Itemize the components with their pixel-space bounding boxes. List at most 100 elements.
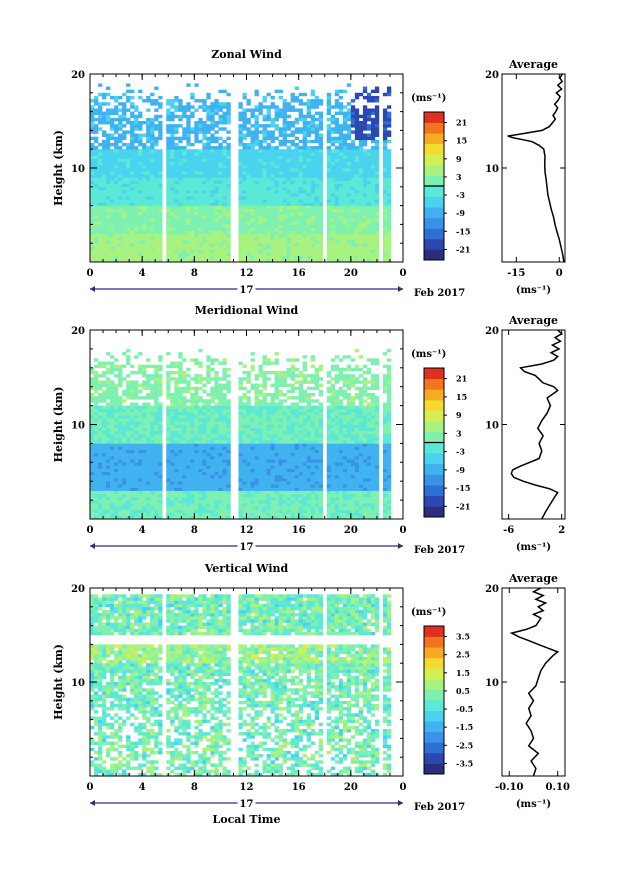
vertical-x-tick-label: 4 [139,782,146,793]
zonal-x-tick-label: 16 [292,268,306,279]
zonal-average-y-tick: 10 [485,164,499,175]
zonal-colorbar-unit: (ms⁻¹) [411,93,446,104]
zonal-x-tick-label: 4 [139,268,146,279]
meridional-x-tick-label: 0 [400,525,407,536]
zonal-average-panel: Average 10 20 -15 0 (ms⁻¹) [485,58,566,296]
vertical-average-profile-line [509,587,560,777]
meridional-average-panel: Average 10 20 -6 2 (ms⁻¹) [485,314,566,553]
zonal-colorbar [423,111,447,261]
vertical-average-unit: (ms⁻¹) [516,799,551,810]
meridional-y-tick-label: 20 [71,326,85,337]
zonal-x-tick-label: 8 [191,268,198,279]
vertical-y-tick-label: 20 [71,584,85,595]
meridional-colorbar-tick: 15 [456,392,467,402]
vertical-colorbar [423,625,447,775]
meridional-colorbar-tick: 3 [456,428,462,438]
vertical-x-tick-label: 8 [191,782,198,793]
vertical-colorbar-tick: 3.5 [456,632,470,642]
meridional-x-tick-label: 12 [240,525,254,536]
vertical-x-tick-label: 12 [240,782,254,793]
zonal-y-tick-label: 10 [71,164,85,175]
zonal-x-tick-label: 0 [87,268,94,279]
vertical-y-tick-label: 10 [71,678,85,689]
zonal-x-tick-label: 0 [400,268,407,279]
vertical-title: Vertical Wind [204,562,289,575]
meridional-title: Meridional Wind [195,304,299,317]
zonal-colorbar-tick: 21 [456,118,467,128]
vertical-colorbar-tick: -2.5 [456,740,473,750]
vertical-colorbar-tick: -3.5 [456,758,473,768]
zonal-average-title: Average [508,58,558,71]
vertical-x-tick-label: 20 [344,782,358,793]
zonal-y-axis-label: Height (km) [52,130,65,206]
zonal-colorbar-tick: -21 [456,244,470,254]
zonal-colorbar-tick: -3 [456,190,465,200]
vertical-average-y-tick: 10 [485,678,499,689]
meridional-x-tick-label: 0 [87,525,94,536]
vertical-average-x-tick: -0.10 [495,782,524,793]
meridional-x-tick-label: 4 [139,525,146,536]
zonal-panel: Zonal Wind 0 4 8 12 16 20 0 10 20 Height (km) 17 Feb… [52,48,566,299]
vertical-average-y-tick: 20 [485,584,499,595]
vertical-average-title: Average [508,572,558,585]
meridional-colorbar-tick: -9 [456,465,465,475]
zonal-average-unit: (ms⁻¹) [516,285,551,296]
meridional-colorbar-tick: 21 [456,374,467,384]
meridional-heatmap-cells [90,348,392,520]
meridional-panel: Meridional Wind 0 4 8 12 16 20 0 10 20 Height (km)… [52,304,566,556]
vertical-panel: Vertical Wind 0 4 8 12 16 20 0 10 20 Height (km) 17… [52,562,570,826]
zonal-x-tick-label: 20 [344,268,358,279]
zonal-heatmap-cells [90,83,392,263]
meridional-colorbar-unit: (ms⁻¹) [411,349,446,360]
zonal-colorbar-tick: 15 [456,136,467,146]
zonal-average-x-tick: 0 [556,268,563,279]
vertical-date-label: Feb 2017 [414,802,465,813]
vertical-colorbar-tick: 0.5 [456,686,470,696]
vertical-colorbar-tick: -0.5 [456,704,473,714]
zonal-x-tick-label: 12 [240,268,254,279]
vertical-colorbar-tick: 1.5 [456,668,470,678]
zonal-title: Zonal Wind [211,48,282,61]
vertical-colorbar-tick: -1.5 [456,722,473,732]
meridional-date-label: Feb 2017 [414,545,465,556]
meridional-date-center: 17 [240,542,254,553]
vertical-date-center: 17 [240,799,254,810]
meridional-colorbar-tick: -3 [456,447,465,457]
zonal-date-center: 17 [240,285,254,296]
zonal-colorbar-tick: 9 [456,154,462,164]
vertical-colorbar-unit: (ms⁻¹) [411,607,446,618]
zonal-colorbar-tick: 3 [456,172,462,182]
meridional-average-x-tick: -6 [503,525,514,536]
vertical-x-tick-label: 0 [400,782,407,793]
meridional-colorbar-tick: -21 [456,501,470,511]
meridional-average-y-tick: 10 [485,421,499,432]
zonal-average-x-tick: -15 [507,268,525,279]
meridional-average-unit: (ms⁻¹) [516,542,551,553]
zonal-date-label: Feb 2017 [414,288,465,299]
meridional-colorbar-tick: -15 [456,483,470,493]
vertical-x-tick-label: 16 [292,782,306,793]
meridional-average-x-tick: 2 [558,525,565,536]
meridional-x-tick-label: 16 [292,525,306,536]
zonal-average-profile-line [507,73,565,263]
zonal-colorbar-tick: -15 [456,226,470,236]
vertical-average-x-tick: 0.10 [546,782,570,793]
meridional-average-profile-line [510,329,563,520]
meridional-y-axis-label: Height (km) [52,387,65,463]
vertical-colorbar-tick: 2.5 [456,650,470,660]
meridional-average-title: Average [508,314,558,327]
zonal-average-y-tick: 20 [485,70,499,81]
zonal-y-tick-label: 20 [71,70,85,81]
meridional-average-y-tick: 20 [485,326,499,337]
meridional-x-tick-label: 20 [344,525,358,536]
meridional-colorbar [423,367,447,518]
vertical-heatmap-cells [90,594,392,777]
meridional-colorbar-tick: 9 [456,410,462,420]
meridional-x-tick-label: 8 [191,525,198,536]
vertical-y-axis-label: Height (km) [52,644,65,720]
meridional-y-tick-label: 10 [71,421,85,432]
zonal-colorbar-tick: -9 [456,208,465,218]
vertical-x-tick-label: 0 [87,782,94,793]
vertical-average-panel: Average 10 20 -0.10 0.10 (ms⁻¹) [485,572,570,810]
